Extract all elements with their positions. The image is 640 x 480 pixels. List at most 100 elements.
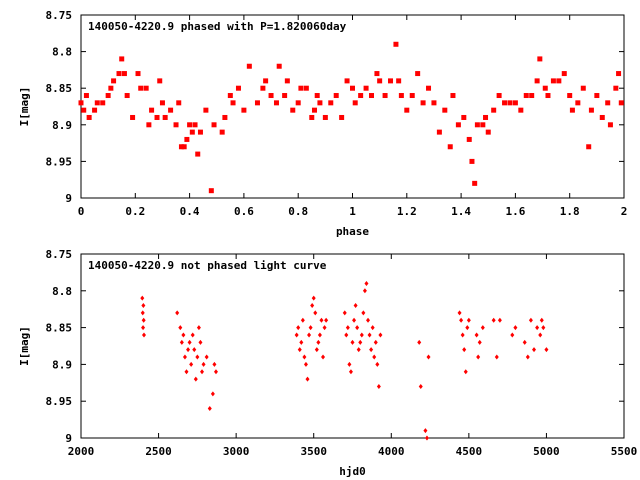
- data-point: [362, 288, 367, 294]
- data-point: [321, 354, 326, 360]
- data-point: [203, 107, 209, 113]
- data-point: [545, 93, 551, 99]
- x-tick-label: 5500: [611, 445, 638, 458]
- x-tick-label: 0.2: [125, 205, 145, 218]
- data-point: [310, 303, 315, 309]
- data-point: [418, 383, 423, 389]
- data-point: [227, 93, 233, 99]
- data-point: [119, 56, 125, 62]
- data-point: [81, 107, 87, 113]
- data-point: [204, 354, 209, 360]
- data-point: [324, 317, 329, 323]
- plot-frame: [80, 253, 625, 439]
- data-point: [542, 85, 548, 91]
- data-point: [374, 71, 380, 77]
- data-point: [375, 361, 380, 367]
- data-point: [480, 122, 486, 128]
- data-point: [404, 107, 410, 113]
- y-axis-label: I[mag]: [18, 87, 31, 127]
- data-point: [222, 114, 228, 120]
- data-point: [462, 347, 467, 353]
- data-point: [350, 85, 355, 91]
- data-point: [483, 114, 489, 120]
- data-point: [344, 332, 349, 338]
- data-point: [613, 85, 619, 91]
- data-point: [302, 354, 307, 360]
- data-point: [420, 100, 426, 106]
- data-point: [284, 78, 290, 84]
- data-point: [314, 93, 320, 99]
- data-point: [367, 332, 372, 338]
- y-tick-label: 9: [65, 432, 72, 445]
- data-point: [296, 325, 301, 331]
- data-point: [260, 85, 266, 91]
- x-tick-label: 5000: [533, 445, 560, 458]
- y-tick-label: 8.75: [46, 9, 73, 22]
- data-point: [184, 136, 190, 142]
- data-point: [370, 325, 375, 331]
- data-point: [317, 332, 322, 338]
- data-point: [141, 317, 146, 323]
- chart-title: 140050-4220.9 phased with P=1.820060day: [88, 20, 347, 33]
- x-tick-label: 0: [78, 205, 85, 218]
- data-point: [356, 347, 361, 353]
- data-point: [450, 93, 456, 99]
- y-tick-label: 8.85: [46, 82, 73, 95]
- data-point: [111, 78, 117, 84]
- chart-title: 140050-4220.9 not phased light curve: [88, 259, 327, 272]
- data-point: [135, 71, 141, 77]
- data-point: [198, 339, 203, 345]
- data-point: [476, 354, 481, 360]
- data-point: [460, 332, 465, 338]
- data-point: [431, 100, 437, 106]
- y-tick-label: 9: [65, 192, 72, 205]
- data-point: [282, 93, 288, 99]
- data-point: [196, 325, 201, 331]
- data-point: [213, 369, 218, 375]
- data-point: [211, 122, 217, 128]
- data-point: [463, 369, 468, 375]
- data-point: [532, 347, 537, 353]
- data-point: [311, 107, 317, 113]
- data-point: [230, 100, 236, 106]
- data-point: [469, 158, 475, 164]
- data-point: [377, 78, 383, 84]
- data-point: [466, 136, 472, 142]
- data-point: [201, 361, 206, 367]
- data-point: [212, 361, 217, 367]
- data-point: [192, 347, 197, 353]
- data-point: [556, 78, 562, 84]
- data-point: [130, 114, 136, 120]
- data-point: [246, 63, 252, 69]
- y-tick-label: 8.9: [52, 119, 72, 132]
- phased-light-curve-panel: 0 0.2 0.4 0.6 0.8 1 1.2 1.4 1.6 1.8 2 8.75 8.8 8.85 8.…: [18, 9, 627, 238]
- y-tick-label: 8.85: [46, 322, 73, 335]
- data-point: [382, 93, 388, 99]
- data-point: [195, 354, 200, 360]
- data-point: [426, 85, 432, 91]
- data-point: [94, 100, 100, 106]
- data-point: [208, 188, 214, 194]
- data-point: [124, 93, 130, 99]
- data-point: [415, 71, 421, 77]
- data-point: [276, 63, 282, 69]
- data-point: [474, 122, 480, 128]
- data-point: [361, 310, 366, 316]
- data-point: [141, 325, 146, 331]
- data-point: [388, 78, 394, 84]
- data-point: [157, 78, 163, 84]
- data-point: [140, 310, 145, 316]
- data-point: [358, 93, 364, 99]
- data-point: [586, 144, 592, 150]
- data-point: [146, 122, 152, 128]
- data-point: [105, 93, 111, 99]
- data-point: [141, 332, 146, 338]
- data-point: [295, 100, 301, 106]
- data-point: [398, 93, 404, 99]
- plot-frame: [80, 14, 625, 199]
- x-tick-label: 1: [349, 205, 356, 218]
- data-point: [537, 56, 543, 62]
- data-point: [588, 107, 594, 113]
- data-point: [303, 361, 308, 367]
